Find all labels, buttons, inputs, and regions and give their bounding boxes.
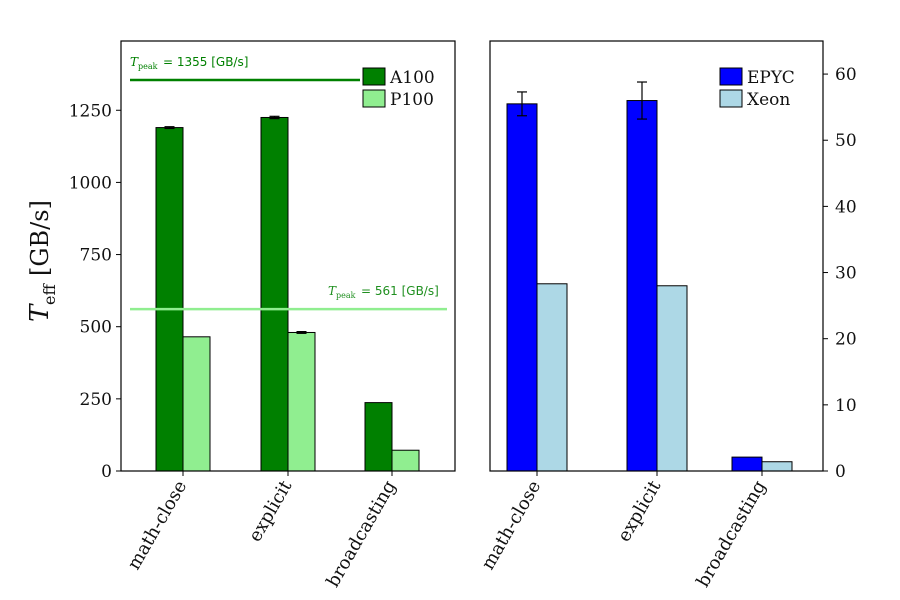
peak-label-symbol: T: [130, 55, 139, 69]
x-tick-label-broadcasting: broadcasting: [322, 477, 400, 591]
chart-marks: [130, 78, 793, 472]
legend-label-p100: P100: [390, 90, 434, 110]
y-tick-label: 60: [835, 65, 857, 85]
bar-p100-math-close: [182, 336, 211, 472]
bar-xeon-explicit: [656, 285, 688, 472]
y-axis-label-symbol: T: [25, 303, 55, 322]
y-tick-label: 500: [80, 318, 112, 338]
y-tick-label: 0: [835, 462, 846, 482]
legend-label-xeon: Xeon: [747, 90, 790, 110]
x-tick-label-math-close: math-close: [478, 477, 546, 573]
y-tick-label: 40: [835, 197, 857, 217]
y-tick-label: 750: [80, 246, 112, 266]
legend-label-a100: A100: [389, 68, 435, 88]
bar-epyc-explicit: [626, 100, 658, 472]
y-tick-label: 10: [835, 396, 857, 416]
peak-label-value: = 561 [GB/s]: [361, 284, 439, 298]
bar-a100-math-close: [155, 127, 184, 472]
bar-p100-broadcasting: [391, 449, 420, 472]
legend-label-epyc: EPYC: [747, 68, 795, 88]
y-tick-label: 250: [80, 390, 112, 410]
x-tick-label-broadcasting: broadcasting: [692, 477, 770, 591]
peak-label-value: = 1355 [GB/s]: [163, 55, 248, 69]
legend-swatch-p100: [362, 89, 386, 108]
y-tick-label: 20: [835, 330, 857, 350]
legend-swatch-xeon: [719, 89, 743, 108]
y-axis-label-unit: [GB/s]: [26, 200, 54, 276]
y-tick-label: 1250: [69, 101, 112, 121]
legend-swatch-a100: [362, 67, 386, 86]
x-tick-label-explicit: explicit: [245, 476, 297, 545]
y-tick-label: 1000: [69, 173, 112, 193]
y-tick-label: 50: [835, 131, 857, 151]
x-tick-label-explicit: explicit: [614, 476, 666, 545]
peak-label-subscript: peak: [138, 62, 158, 71]
chart-axes: [116, 40, 828, 476]
x-tick-label-math-close: math-close: [124, 477, 192, 573]
peak-label-subscript: peak: [336, 291, 356, 300]
peak-label-symbol: T: [328, 284, 337, 298]
bar-a100-broadcasting: [364, 402, 393, 472]
bar-p100-explicit: [287, 331, 316, 472]
bar-epyc-broadcasting: [731, 456, 763, 472]
bar-xeon-broadcasting: [761, 461, 793, 472]
bar-epyc-math-close: [506, 103, 538, 472]
bar-xeon-math-close: [536, 283, 568, 472]
y-axis-label-subscript: eff: [40, 283, 59, 305]
y-tick-label: 30: [835, 264, 857, 284]
bar-a100-explicit: [260, 116, 289, 472]
legend-swatch-epyc: [719, 67, 743, 86]
y-tick-label: 0: [101, 462, 112, 482]
